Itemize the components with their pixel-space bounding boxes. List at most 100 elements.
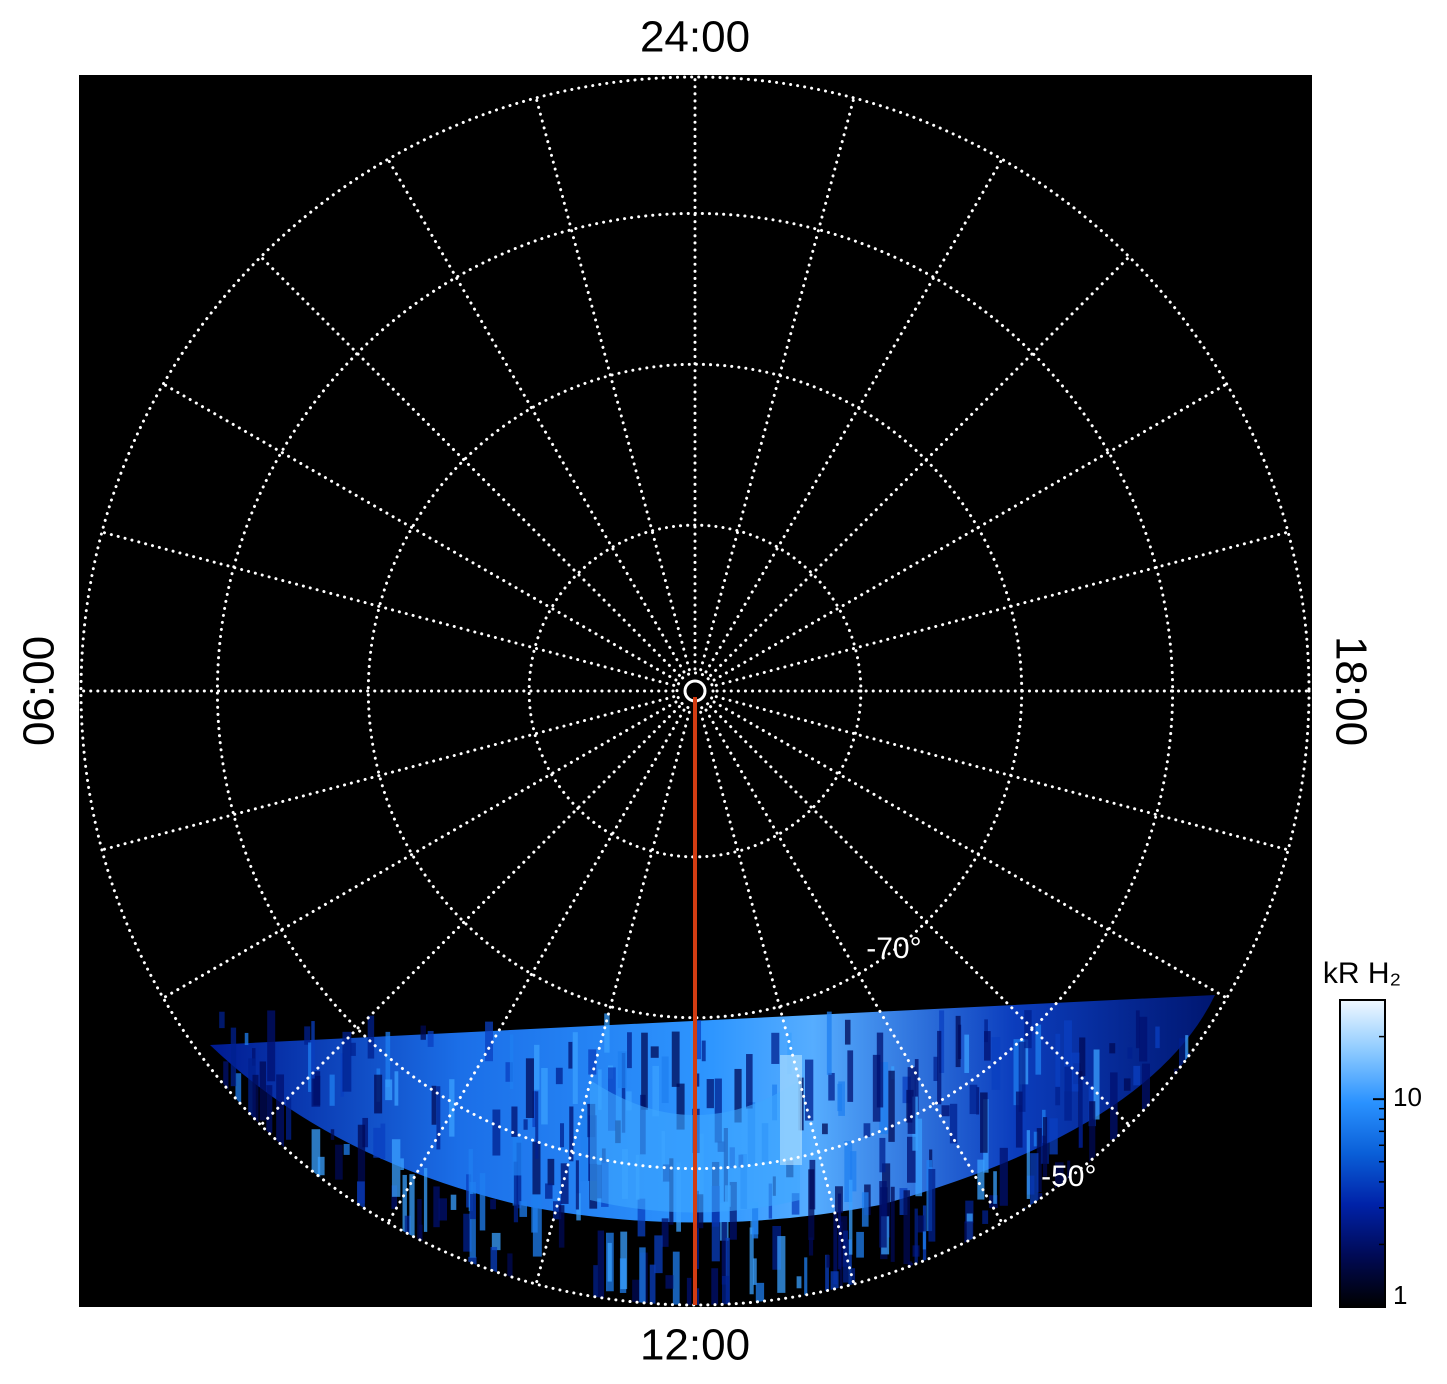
- aurora-streak: [286, 1097, 292, 1140]
- aurora-streak: [400, 1158, 404, 1171]
- aurora-streak: [340, 1053, 344, 1097]
- hour-spoke: [100, 530, 676, 687]
- aurora-streak: [787, 1032, 792, 1075]
- aurora-streak: [532, 1188, 542, 1257]
- aurora-streak: [469, 1181, 476, 1258]
- aurora-streak: [449, 1079, 455, 1137]
- aurora-bright: [780, 1055, 802, 1165]
- aurora-streak: [1109, 1043, 1116, 1054]
- hour-spoke: [709, 705, 1131, 1127]
- aurora-streak: [826, 1255, 831, 1268]
- aurora-streak: [844, 1141, 853, 1202]
- hour-spoke: [704, 157, 1004, 674]
- aurora-streak: [532, 1141, 541, 1195]
- colorbar: kR H₂ 1 10: [1323, 957, 1422, 1310]
- hour-spoke: [100, 695, 676, 852]
- aurora-streak: [872, 1054, 881, 1122]
- aurora-streak: [1013, 1039, 1022, 1106]
- aurora-streak: [1064, 1066, 1072, 1121]
- aurora-streak: [490, 1199, 496, 1210]
- aurora-streak: [1179, 1038, 1187, 1076]
- aurora-streak: [837, 1083, 842, 1112]
- aurora-streak: [914, 1208, 918, 1274]
- aurora-streak: [649, 1264, 656, 1305]
- aurora-streak: [357, 1124, 366, 1204]
- aurora-streak: [523, 1119, 528, 1130]
- aurora-streak: [652, 1065, 660, 1117]
- latitude-circle: [527, 523, 863, 859]
- aurora-streak: [604, 1013, 610, 1053]
- aurora-streak: [701, 1040, 706, 1062]
- aurora-streak: [805, 1059, 814, 1121]
- aurora-streak: [1049, 1118, 1058, 1155]
- aurora-streak: [984, 1031, 991, 1061]
- aurora-streak: [330, 1129, 335, 1140]
- aurora-streak: [833, 1212, 838, 1285]
- aurora-streak: [903, 1190, 910, 1265]
- aurora-streak: [492, 1109, 501, 1156]
- aurora-streak: [597, 1230, 605, 1305]
- aurora-streak: [695, 1073, 700, 1087]
- aurora-streak: [491, 1232, 501, 1251]
- aurora-streak: [839, 1221, 843, 1290]
- aurora-streak: [626, 1091, 632, 1111]
- aurora-streak: [593, 1265, 598, 1305]
- aurora-streak: [752, 1208, 759, 1239]
- aurora-streak: [1093, 1049, 1100, 1120]
- aurora-streak: [850, 1151, 857, 1192]
- aurora-streak: [808, 1237, 814, 1256]
- aurora-streak: [1033, 1131, 1039, 1147]
- aurora-streak: [505, 1062, 513, 1082]
- aurora-streak: [933, 1056, 938, 1081]
- aurora-streak: [568, 1041, 573, 1069]
- aurora-streak: [671, 1031, 680, 1087]
- aurora-streak: [752, 1258, 757, 1285]
- hour-spoke: [714, 530, 1290, 687]
- aurora-streak: [928, 1168, 936, 1242]
- aurora-streak: [1070, 1052, 1080, 1092]
- hour-spoke: [259, 255, 681, 677]
- aurora-streak: [311, 1071, 321, 1107]
- aurora-streak: [879, 1181, 887, 1248]
- aurora-streak: [433, 1186, 440, 1228]
- aurora-band: [210, 995, 1215, 1223]
- aurora-streak: [686, 1277, 692, 1305]
- colorbar-tick-label: 1: [1393, 1280, 1407, 1310]
- hour-spoke: [714, 695, 1290, 852]
- aurora-streak: [856, 1231, 864, 1258]
- aurora-streak: [252, 1074, 259, 1137]
- aurora-streak: [650, 1046, 659, 1058]
- aurora-streak: [828, 1072, 835, 1101]
- aurora-streak: [929, 1149, 933, 1168]
- aurora-streak: [466, 1174, 472, 1208]
- aurora-streak: [772, 1225, 782, 1270]
- aurora-streak: [984, 1019, 988, 1043]
- aurora-streak: [714, 1078, 722, 1143]
- aurora-streak: [719, 1202, 729, 1241]
- aurora-streak: [922, 1231, 926, 1250]
- aurora-streak: [385, 1079, 393, 1101]
- aurora-streak: [937, 1030, 942, 1105]
- aurora-streak: [230, 1027, 237, 1087]
- aurora-streak: [755, 1282, 765, 1305]
- aurora-streak: [555, 1067, 563, 1085]
- aurora-streak: [861, 1192, 869, 1227]
- aurora-streak: [1079, 1037, 1086, 1077]
- aurora-streak: [847, 1050, 854, 1102]
- hour-spoke: [709, 255, 1131, 677]
- hour-label: 18:00: [1326, 636, 1375, 746]
- aurora-streak: [1026, 1130, 1030, 1199]
- aurora-streak: [516, 1142, 522, 1209]
- aurora-streak: [1139, 1016, 1148, 1062]
- aurora-streak: [1155, 1026, 1160, 1049]
- aurora-streak: [468, 1149, 473, 1212]
- aurora-streak: [559, 1123, 565, 1148]
- aurora-streak: [607, 1242, 612, 1282]
- aurora-streak: [826, 1011, 832, 1075]
- hour-label: 06:00: [15, 636, 64, 746]
- aurora-streak: [969, 1084, 978, 1115]
- aurora-streak: [725, 1237, 730, 1305]
- aurora-streak: [450, 1194, 457, 1210]
- aurora-streak: [804, 1257, 808, 1305]
- aurora-streak: [621, 1053, 626, 1133]
